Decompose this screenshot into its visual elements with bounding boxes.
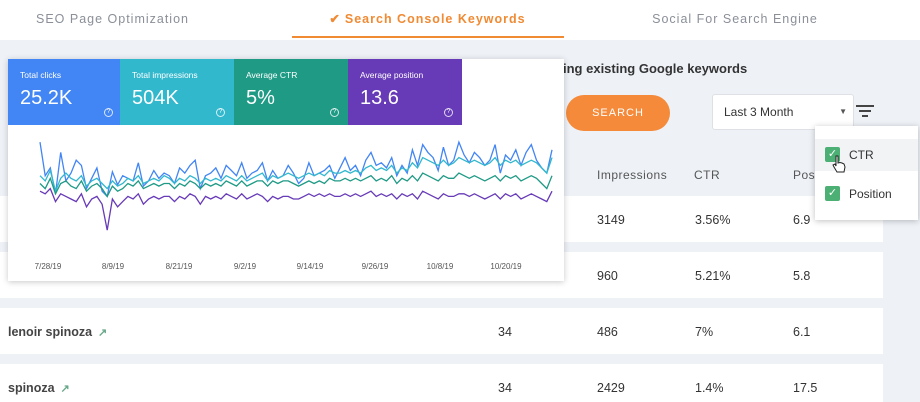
x-tick-label: 7/28/19 [35, 262, 62, 271]
row-clicks: 34 [498, 381, 512, 395]
dropdown-item-ctr[interactable]: ✓ CTR [815, 139, 918, 171]
metric-label: Total impressions [132, 70, 198, 80]
x-tick-label: 9/26/19 [362, 262, 389, 271]
row-ctr: 1.4% [695, 381, 724, 395]
metric-filter-dropdown: ✓ CTR ✓ Position [815, 126, 918, 220]
x-tick-label: 10/20/19 [490, 262, 522, 271]
row-impressions: 960 [597, 269, 618, 283]
series-line-3 [39, 187, 553, 231]
section-heading: ing existing Google keywords [563, 61, 748, 76]
tab-search-console-keywords[interactable]: ✔ Search Console Keywords [329, 12, 526, 26]
active-tab-indicator [292, 36, 564, 38]
series-line-1 [39, 156, 553, 194]
line-chart: 7/28/19 8/9/19 8/21/19 9/2/19 9/14/19 9/26/19… [35, 140, 553, 271]
help-icon[interactable]: ? [444, 108, 453, 117]
metric-value: 13.6 [360, 87, 399, 109]
metric-label: Average CTR [246, 70, 298, 80]
row-impressions: 2429 [597, 381, 625, 395]
table-row: lenoir spinoza ↗ 34 486 7% 6.1 [0, 308, 883, 354]
row-clicks: 34 [498, 325, 512, 339]
metric-average-position[interactable]: Average position 13.6 ? [348, 59, 462, 125]
dropdown-item-label: CTR [849, 148, 874, 162]
row-position: 6.1 [793, 325, 811, 339]
metric-value: 504K [132, 87, 179, 109]
trend-up-icon[interactable]: ↗ [60, 383, 70, 395]
tab-bar: SEO Page Optimization ✔ Search Console Ke… [0, 0, 920, 40]
period-select[interactable]: Last 3 Month ▼ [712, 94, 854, 130]
keyword-chart-popup: Total clicks 25.2K ? Total impressions 5… [8, 59, 564, 281]
metric-total-clicks[interactable]: Total clicks 25.2K ? [8, 59, 122, 125]
row-ctr: 3.56% [695, 213, 731, 227]
x-tick-label: 9/2/19 [234, 262, 257, 271]
help-icon[interactable]: ? [330, 108, 339, 117]
column-header-position[interactable]: Pos [793, 168, 816, 182]
row-keyword[interactable]: lenoir spinoza ↗ [8, 325, 108, 339]
dropdown-item-label: Position [849, 187, 892, 201]
row-impressions: 3149 [597, 213, 625, 227]
help-icon[interactable]: ? [104, 108, 113, 117]
search-button[interactable]: SEARCH [566, 95, 670, 131]
caret-down-icon: ▼ [839, 107, 847, 116]
dropdown-item-position[interactable]: ✓ Position [815, 178, 918, 210]
filter-icon[interactable] [855, 103, 875, 119]
metric-label: Total clicks [20, 70, 62, 80]
row-position: 5.8 [793, 269, 811, 283]
metric-value: 5% [246, 87, 275, 109]
help-icon[interactable]: ? [216, 108, 225, 117]
metric-total-impressions[interactable]: Total impressions 504K ? [120, 59, 234, 125]
x-tick-label: 9/14/19 [297, 262, 324, 271]
tab-seo-page-optimization[interactable]: SEO Page Optimization [35, 12, 189, 26]
column-header-ctr[interactable]: CTR [694, 168, 721, 182]
series-line-0 [39, 140, 553, 198]
x-tick-label: 8/21/19 [166, 262, 193, 271]
series-line-2 [39, 172, 553, 198]
metric-average-ctr[interactable]: Average CTR 5% ? [234, 59, 348, 125]
row-impressions: 486 [597, 325, 618, 339]
column-header-impressions[interactable]: Impressions [597, 168, 668, 182]
row-ctr: 7% [695, 325, 714, 339]
hand-cursor-icon [832, 155, 846, 173]
row-ctr: 5.21% [695, 269, 731, 283]
x-tick-label: 10/8/19 [427, 262, 454, 271]
check-icon: ✔ [329, 12, 341, 26]
period-select-value: Last 3 Month [724, 105, 794, 119]
row-keyword[interactable]: spinoza ↗ [8, 381, 70, 395]
x-tick-label: 8/9/19 [102, 262, 125, 271]
checkbox-checked-icon[interactable]: ✓ [825, 186, 840, 201]
trend-up-icon[interactable]: ↗ [98, 327, 108, 339]
table-row: spinoza ↗ 34 2429 1.4% 17.5 [0, 364, 883, 402]
metric-value: 25.2K [20, 87, 73, 109]
tab-social-for-search-engine[interactable]: Social For Search Engine [652, 12, 818, 26]
row-position: 17.5 [793, 381, 818, 395]
metric-label: Average position [360, 70, 424, 80]
row-position: 6.9 [793, 213, 811, 227]
